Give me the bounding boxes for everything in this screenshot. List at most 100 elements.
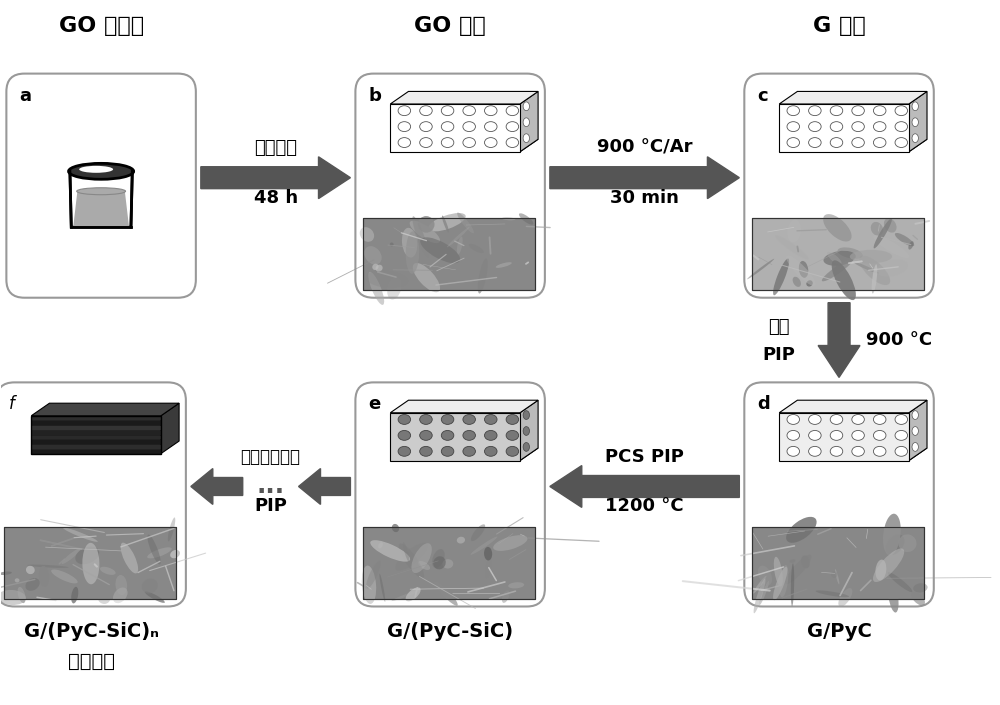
Ellipse shape bbox=[912, 118, 918, 127]
Ellipse shape bbox=[523, 443, 529, 451]
Ellipse shape bbox=[392, 524, 399, 532]
Ellipse shape bbox=[442, 216, 449, 233]
Ellipse shape bbox=[379, 574, 385, 602]
Ellipse shape bbox=[830, 137, 843, 147]
Ellipse shape bbox=[787, 122, 800, 132]
Text: 1200 °C: 1200 °C bbox=[605, 498, 684, 515]
Ellipse shape bbox=[398, 415, 411, 424]
Polygon shape bbox=[31, 444, 161, 449]
Text: PIP: PIP bbox=[763, 346, 796, 364]
Ellipse shape bbox=[873, 431, 886, 441]
Ellipse shape bbox=[787, 446, 800, 456]
Ellipse shape bbox=[852, 415, 864, 424]
Polygon shape bbox=[70, 171, 132, 227]
Ellipse shape bbox=[434, 582, 458, 606]
Ellipse shape bbox=[378, 542, 383, 548]
Ellipse shape bbox=[457, 537, 465, 544]
Ellipse shape bbox=[823, 251, 856, 266]
Ellipse shape bbox=[888, 572, 912, 592]
Ellipse shape bbox=[51, 570, 78, 584]
Ellipse shape bbox=[399, 544, 424, 578]
Ellipse shape bbox=[121, 543, 138, 573]
Ellipse shape bbox=[874, 219, 892, 248]
Ellipse shape bbox=[478, 258, 488, 293]
Text: G/(PyC-SiC)ₙ: G/(PyC-SiC)ₙ bbox=[24, 623, 159, 642]
Ellipse shape bbox=[786, 256, 815, 286]
Ellipse shape bbox=[816, 590, 849, 597]
Ellipse shape bbox=[912, 134, 918, 142]
Text: ...: ... bbox=[257, 474, 285, 498]
Ellipse shape bbox=[506, 446, 519, 456]
Ellipse shape bbox=[523, 134, 529, 142]
Ellipse shape bbox=[773, 259, 789, 295]
Polygon shape bbox=[550, 465, 739, 508]
Polygon shape bbox=[909, 400, 927, 460]
Ellipse shape bbox=[809, 106, 821, 116]
Ellipse shape bbox=[809, 137, 821, 147]
Ellipse shape bbox=[410, 221, 440, 243]
Ellipse shape bbox=[368, 272, 384, 305]
Ellipse shape bbox=[485, 431, 497, 441]
Text: f: f bbox=[9, 396, 15, 413]
Ellipse shape bbox=[471, 537, 497, 555]
Ellipse shape bbox=[809, 446, 821, 456]
Polygon shape bbox=[31, 449, 161, 453]
Ellipse shape bbox=[785, 555, 811, 584]
Ellipse shape bbox=[391, 589, 421, 601]
Ellipse shape bbox=[420, 106, 432, 116]
Text: c: c bbox=[757, 87, 768, 104]
FancyBboxPatch shape bbox=[744, 382, 934, 606]
Ellipse shape bbox=[838, 247, 863, 259]
Ellipse shape bbox=[441, 431, 454, 441]
Ellipse shape bbox=[387, 277, 401, 300]
Ellipse shape bbox=[79, 166, 113, 173]
Text: d: d bbox=[757, 396, 770, 413]
Ellipse shape bbox=[895, 415, 908, 424]
Ellipse shape bbox=[873, 122, 886, 132]
Polygon shape bbox=[31, 430, 161, 435]
Ellipse shape bbox=[432, 549, 445, 568]
Ellipse shape bbox=[485, 106, 497, 116]
Ellipse shape bbox=[147, 547, 172, 558]
Polygon shape bbox=[201, 157, 350, 199]
Ellipse shape bbox=[147, 534, 161, 565]
Polygon shape bbox=[909, 92, 927, 152]
Ellipse shape bbox=[852, 122, 864, 132]
Ellipse shape bbox=[523, 118, 529, 127]
Polygon shape bbox=[31, 435, 161, 439]
Polygon shape bbox=[818, 302, 860, 377]
Ellipse shape bbox=[827, 252, 842, 265]
Ellipse shape bbox=[913, 583, 928, 592]
Polygon shape bbox=[390, 140, 538, 152]
Ellipse shape bbox=[872, 264, 877, 293]
Ellipse shape bbox=[463, 446, 475, 456]
Polygon shape bbox=[390, 448, 538, 460]
Polygon shape bbox=[31, 439, 161, 444]
FancyBboxPatch shape bbox=[4, 527, 176, 599]
Ellipse shape bbox=[895, 122, 908, 132]
FancyBboxPatch shape bbox=[363, 527, 535, 599]
Ellipse shape bbox=[774, 557, 783, 587]
Ellipse shape bbox=[822, 259, 853, 281]
Ellipse shape bbox=[852, 137, 864, 147]
Ellipse shape bbox=[71, 587, 78, 603]
Ellipse shape bbox=[420, 137, 432, 147]
Ellipse shape bbox=[787, 415, 800, 424]
FancyBboxPatch shape bbox=[744, 73, 934, 298]
Ellipse shape bbox=[142, 579, 158, 594]
Ellipse shape bbox=[411, 543, 432, 573]
Ellipse shape bbox=[485, 446, 497, 456]
Ellipse shape bbox=[27, 565, 69, 568]
Ellipse shape bbox=[523, 427, 529, 436]
Ellipse shape bbox=[912, 102, 918, 111]
Polygon shape bbox=[779, 92, 927, 104]
Ellipse shape bbox=[433, 556, 446, 570]
Polygon shape bbox=[161, 403, 179, 453]
Polygon shape bbox=[390, 412, 520, 460]
Ellipse shape bbox=[523, 102, 529, 111]
Text: 48 h: 48 h bbox=[254, 189, 298, 207]
Ellipse shape bbox=[406, 587, 421, 601]
Ellipse shape bbox=[420, 446, 432, 456]
Ellipse shape bbox=[832, 260, 856, 300]
Ellipse shape bbox=[801, 556, 810, 568]
